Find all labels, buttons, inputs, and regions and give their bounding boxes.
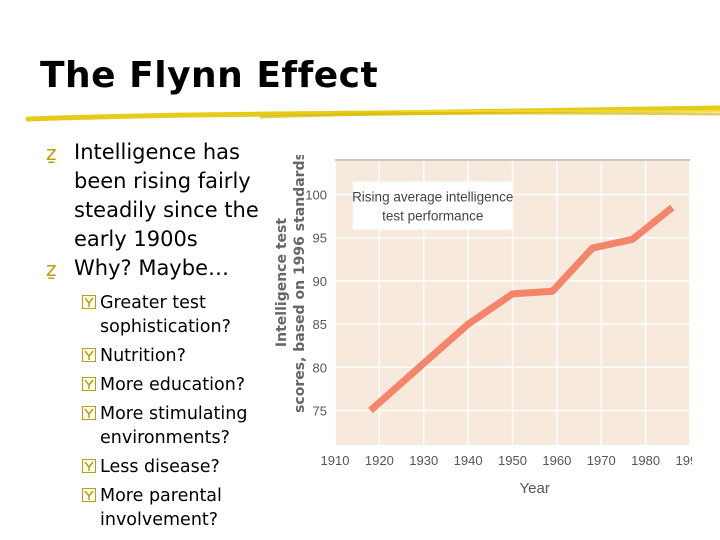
sub-bullet-text: Nutrition? bbox=[100, 346, 186, 366]
y-checkbox-bullet-icon bbox=[82, 406, 96, 420]
sub-bullet-text: More parental involvement? bbox=[100, 486, 222, 530]
annotation-text-line: Rising average intelligence bbox=[352, 190, 513, 205]
x-tick-label: 1960 bbox=[542, 453, 571, 468]
sub-bullet-item: Greater test sophistication? bbox=[82, 291, 276, 339]
x-tick-label: 1990 bbox=[676, 453, 692, 468]
x-tick-label: 1980 bbox=[631, 453, 660, 468]
sub-bullet-text: Greater test sophistication? bbox=[100, 293, 231, 337]
title-underline bbox=[25, 105, 720, 122]
y-tick-label: 95 bbox=[313, 231, 327, 246]
y-axis-label: Intelligence test scores, based on 1996 s… bbox=[274, 155, 308, 413]
y-axis-label-line: Intelligence test bbox=[274, 218, 290, 347]
bullet-item: ẕ Why? Maybe… bbox=[46, 254, 276, 283]
y-checkbox-bullet-icon bbox=[82, 488, 96, 502]
flynn-effect-line-chart: 75 80 85 90 95 100 1910 1920 1930 1940 1950 1960 197… bbox=[274, 155, 692, 497]
bullet-list: ẕ Intelligence has been rising fairly st… bbox=[46, 138, 276, 537]
y-checkbox-bullet-icon bbox=[82, 377, 96, 391]
chart-container: 75 80 85 90 95 100 1910 1920 1930 1940 1950 1960 197… bbox=[272, 155, 692, 515]
series-line bbox=[368, 204, 675, 414]
y-axis-label-line: scores, based on 1996 standards bbox=[292, 155, 308, 413]
sub-bullet-item: More stimulating environments? bbox=[82, 402, 276, 450]
sub-bullet-text: More education? bbox=[100, 375, 246, 395]
z-bullet-icon: ẕ bbox=[46, 141, 57, 165]
x-tick-label: 1920 bbox=[365, 453, 394, 468]
annotation-text: Rising average intelligence test performa… bbox=[352, 190, 513, 224]
sub-bullet-item: More education? bbox=[82, 373, 276, 397]
sub-bullet-item: Nutrition? bbox=[82, 344, 276, 368]
y-checkbox-bullet-icon bbox=[82, 348, 96, 362]
y-tick-label: 75 bbox=[313, 403, 327, 418]
y-checkbox-bullet-icon bbox=[82, 459, 96, 473]
y-tick-label: 85 bbox=[313, 317, 327, 332]
x-tick-label: 1930 bbox=[409, 453, 438, 468]
x-tick-label: 1910 bbox=[321, 453, 350, 468]
sub-bullet-item: More parental involvement? bbox=[82, 484, 276, 532]
y-tick-label: 90 bbox=[313, 274, 327, 289]
x-axis-label: Year bbox=[520, 480, 550, 497]
annotation-text-line: test performance bbox=[382, 209, 483, 224]
chart-annotation: Rising average intelligence test performa… bbox=[352, 181, 513, 230]
x-tick-label: 1940 bbox=[454, 453, 483, 468]
bullet-item: ẕ Intelligence has been rising fairly st… bbox=[46, 138, 276, 254]
sub-bullet-item: Less disease? bbox=[82, 455, 276, 479]
slide-title: The Flynn Effect bbox=[40, 55, 379, 96]
sub-bullet-text: Less disease? bbox=[100, 457, 220, 477]
bullet-text: Intelligence has been rising fairly stea… bbox=[74, 140, 259, 251]
x-tick-label: 1970 bbox=[587, 453, 616, 468]
z-bullet-icon: ẕ bbox=[46, 257, 57, 281]
sub-bullet-text: More stimulating environments? bbox=[100, 404, 248, 448]
annotation-box bbox=[352, 181, 513, 230]
sub-bullet-list: Greater test sophistication? Nutrition? … bbox=[46, 291, 276, 532]
y-tick-label: 80 bbox=[313, 360, 327, 375]
y-checkbox-bullet-icon bbox=[82, 295, 96, 309]
y-tick-label: 100 bbox=[305, 188, 327, 203]
x-tick-label: 1950 bbox=[498, 453, 527, 468]
bullet-text: Why? Maybe… bbox=[74, 256, 229, 280]
